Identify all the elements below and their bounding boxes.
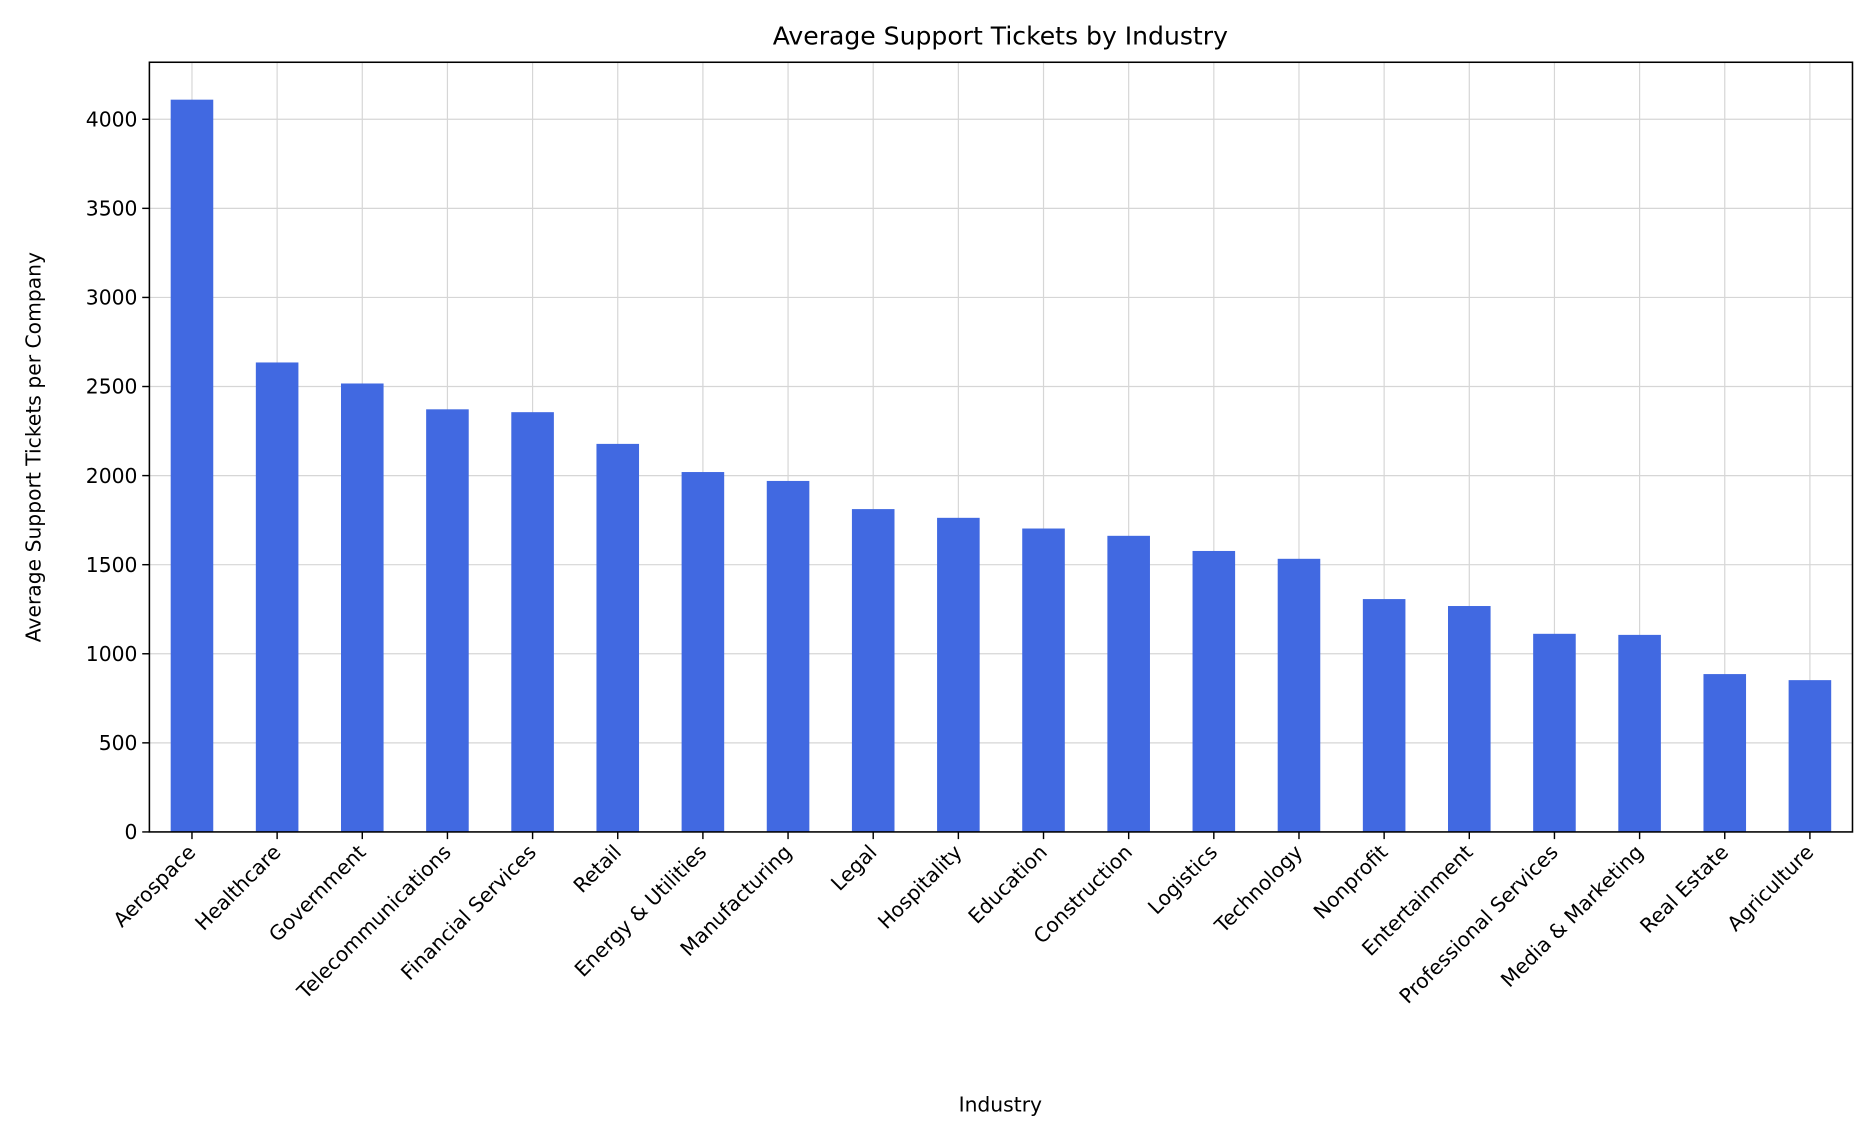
bar: [1022, 528, 1065, 832]
bar: [851, 509, 895, 832]
chart-title: Average Support Tickets by Industry: [773, 21, 1228, 50]
y-tick-label: 1500: [86, 553, 138, 577]
bar: [1618, 634, 1661, 832]
plot-frame: [148, 61, 1854, 833]
bar: [937, 517, 980, 832]
x-tick-label: Aerospace: [108, 840, 200, 932]
bar: [766, 480, 810, 832]
x-axis-label: Industry: [959, 1093, 1043, 1117]
x-tick-label: Education: [963, 840, 1051, 928]
x-tick-label: Real Estate: [1635, 840, 1733, 938]
y-tick-label: 3500: [86, 197, 138, 221]
bar: [1533, 633, 1576, 832]
bar: [681, 472, 725, 832]
y-tick-label: 4000: [86, 107, 138, 131]
bar: [170, 99, 214, 832]
bar: [1277, 558, 1321, 832]
bar: [340, 383, 384, 832]
x-tick-label: Retail: [569, 840, 627, 898]
bar: [1448, 606, 1491, 832]
y-tick-label: 0: [125, 820, 138, 844]
x-tick-label: Agriculture: [1722, 840, 1818, 936]
bar: [255, 362, 299, 832]
bar: [1788, 680, 1832, 832]
x-tick-label: Media & Marketing: [1496, 840, 1648, 992]
bar: [511, 412, 554, 832]
y-tick-label: 2000: [86, 464, 138, 488]
bar: [1362, 599, 1406, 832]
x-tick-label: Telecommunications: [292, 840, 456, 1004]
y-tick-label: 500: [99, 731, 138, 755]
y-tick-label: 2500: [86, 375, 138, 399]
x-tick-label: Nonprofit: [1309, 840, 1393, 924]
y-axis-label: Average Support Tickets per Company: [22, 252, 46, 642]
bar: [596, 443, 640, 832]
x-tick-label: Legal: [826, 840, 881, 895]
x-tick-label: Professional Services: [1394, 840, 1562, 1008]
y-tick-label: 1000: [86, 642, 138, 666]
x-tick-label: Logistics: [1143, 840, 1222, 919]
x-tick-label: Hospitality: [873, 840, 967, 934]
x-tick-label: Technology: [1209, 840, 1307, 938]
bar: [1107, 535, 1150, 832]
bar: [1192, 550, 1236, 832]
bar: [426, 409, 469, 832]
y-tick-label: 3000: [86, 286, 138, 310]
bar: [1703, 674, 1747, 832]
